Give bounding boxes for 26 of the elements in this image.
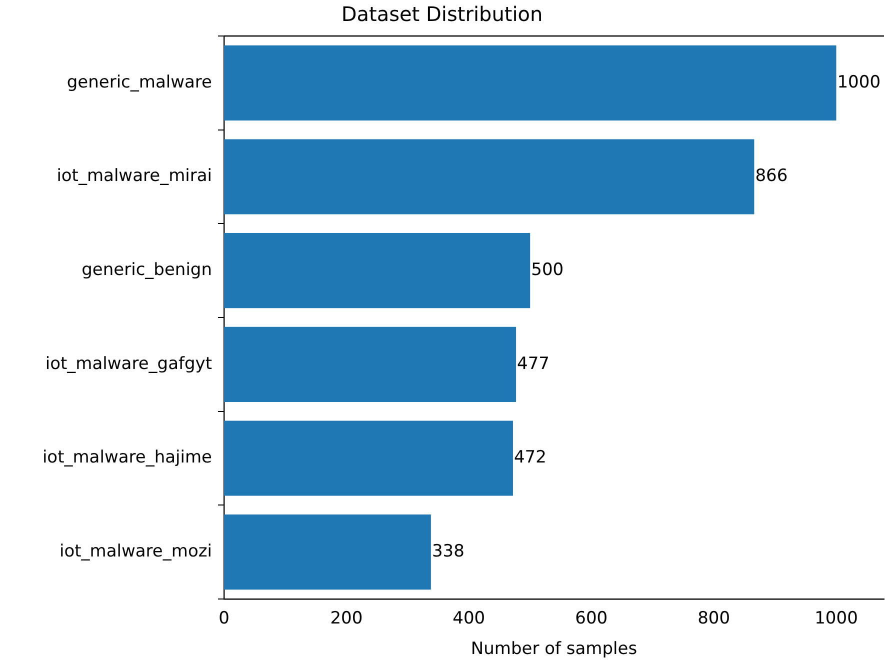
bar xyxy=(224,514,431,590)
data-label: 472 xyxy=(514,448,546,468)
bar xyxy=(224,326,516,402)
x-axis-title: Number of samples xyxy=(470,639,638,660)
bar xyxy=(224,233,530,308)
x-tick-label: 600 xyxy=(575,608,608,629)
bar xyxy=(224,420,513,496)
y-tick-label: iot_malware_hajime xyxy=(42,448,212,468)
x-tick-label: 0 xyxy=(218,608,230,629)
x-tick-label: 200 xyxy=(330,608,363,629)
data-label: 1000 xyxy=(837,72,881,92)
x-tick-label: 800 xyxy=(698,608,730,629)
x-tick-label: 1000 xyxy=(814,608,858,629)
y-tick-label: generic_benign xyxy=(82,260,212,280)
data-label: 477 xyxy=(517,354,550,374)
chart-title: Dataset Distribution xyxy=(341,2,543,26)
x-tick-label: 400 xyxy=(452,608,486,629)
y-tick-label: iot_malware_mirai xyxy=(56,166,212,186)
y-tick-label: generic_malware xyxy=(66,72,212,92)
bar xyxy=(224,139,754,214)
y-tick-label: iot_malware_mozi xyxy=(60,542,212,562)
data-label: 500 xyxy=(531,260,564,280)
data-label: 338 xyxy=(432,542,464,562)
data-label: 866 xyxy=(755,166,788,186)
y-tick-label: iot_malware_gafgyt xyxy=(45,354,212,374)
bar xyxy=(224,45,836,120)
